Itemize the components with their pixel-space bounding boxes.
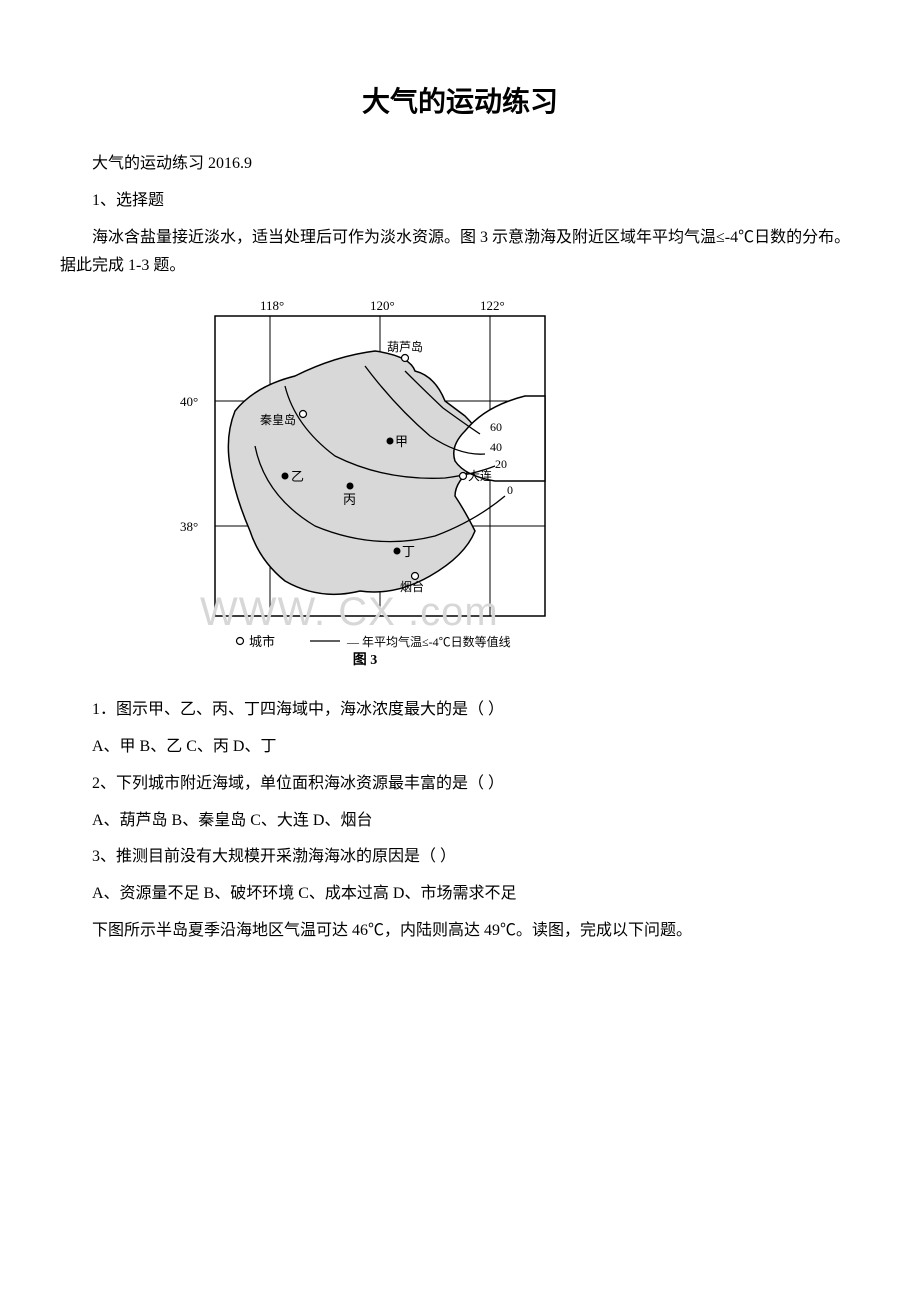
isoline-label-20: 20 [495, 457, 507, 471]
q1-options: A、甲 B、乙 C、丙 D、丁 [60, 733, 860, 762]
point-jia [387, 438, 394, 445]
intro-paragraph: 海冰含盐量接近淡水，适当处理后可作为淡水资源。图 3 示意渤海及附近区域年平均气… [60, 224, 860, 282]
isoline-label-40: 40 [490, 440, 502, 454]
point-label-ding: 丁 [402, 544, 415, 559]
point-label-jia: 甲 [395, 434, 408, 449]
city-label-huludao: 葫芦岛 [387, 339, 423, 354]
legend-city-icon [237, 638, 244, 645]
map-svg: 118° 120° 122° 40° 38° 60 40 20 0 葫芦岛 [165, 296, 555, 666]
city-marker-yantai [412, 573, 419, 580]
lat-label-40: 40° [180, 394, 198, 409]
lat-label-38: 38° [180, 519, 198, 534]
legend-isoline-text: — 年平均气温≤-4℃日数等值线 [346, 634, 511, 649]
section-heading: 1、选择题 [60, 187, 860, 216]
q2-options: A、葫芦岛 B、秦皇岛 C、大连 D、烟台 [60, 807, 860, 836]
lon-label-120: 120° [370, 298, 395, 313]
city-label-yantai: 烟台 [400, 579, 424, 594]
point-ding [394, 548, 401, 555]
city-marker-qinhuangdao [300, 411, 307, 418]
questions-block: 1．图示甲、乙、丙、丁四海域中，海冰浓度最大的是（ ） A、甲 B、乙 C、丙 … [60, 696, 860, 946]
legend-city-text: 城市 [249, 634, 275, 649]
subtitle-line: 大气的运动练习 2016.9 [60, 150, 860, 179]
lon-label-122: 122° [480, 298, 505, 313]
isoline-label-0: 0 [507, 483, 513, 497]
point-bing [347, 483, 354, 490]
page-title: 大气的运动练习 [60, 80, 860, 120]
map-caption: 图 3 [353, 652, 378, 666]
city-marker-dalian [460, 473, 467, 480]
tail-paragraph: 下图所示半岛夏季沿海地区气温可达 46℃，内陆则高达 49℃。读图，完成以下问题… [60, 917, 860, 946]
q3-stem: 3、推测目前没有大规模开采渤海海冰的原因是（ ） [60, 843, 860, 872]
q3-options: A、资源量不足 B、破坏环境 C、成本过高 D、市场需求不足 [60, 880, 860, 909]
point-label-yi: 乙 [291, 469, 304, 484]
isoline-label-60: 60 [490, 420, 502, 434]
q1-stem: 1．图示甲、乙、丙、丁四海域中，海冰浓度最大的是（ ） [60, 696, 860, 725]
bohai-sea-fill [228, 351, 485, 594]
city-label-qinhuangdao: 秦皇岛 [260, 412, 296, 427]
title-text: 大气的运动练习 [362, 87, 558, 118]
point-yi [282, 473, 289, 480]
q2-stem: 2、下列城市附近海域，单位面积海冰资源最丰富的是（ ） [60, 770, 860, 799]
point-label-bing: 丙 [343, 492, 356, 507]
city-label-dalian: 大连 [468, 468, 492, 483]
city-marker-huludao [402, 355, 409, 362]
map-figure: 118° 120° 122° 40° 38° 60 40 20 0 葫芦岛 [165, 296, 555, 666]
lon-label-118: 118° [260, 298, 284, 313]
